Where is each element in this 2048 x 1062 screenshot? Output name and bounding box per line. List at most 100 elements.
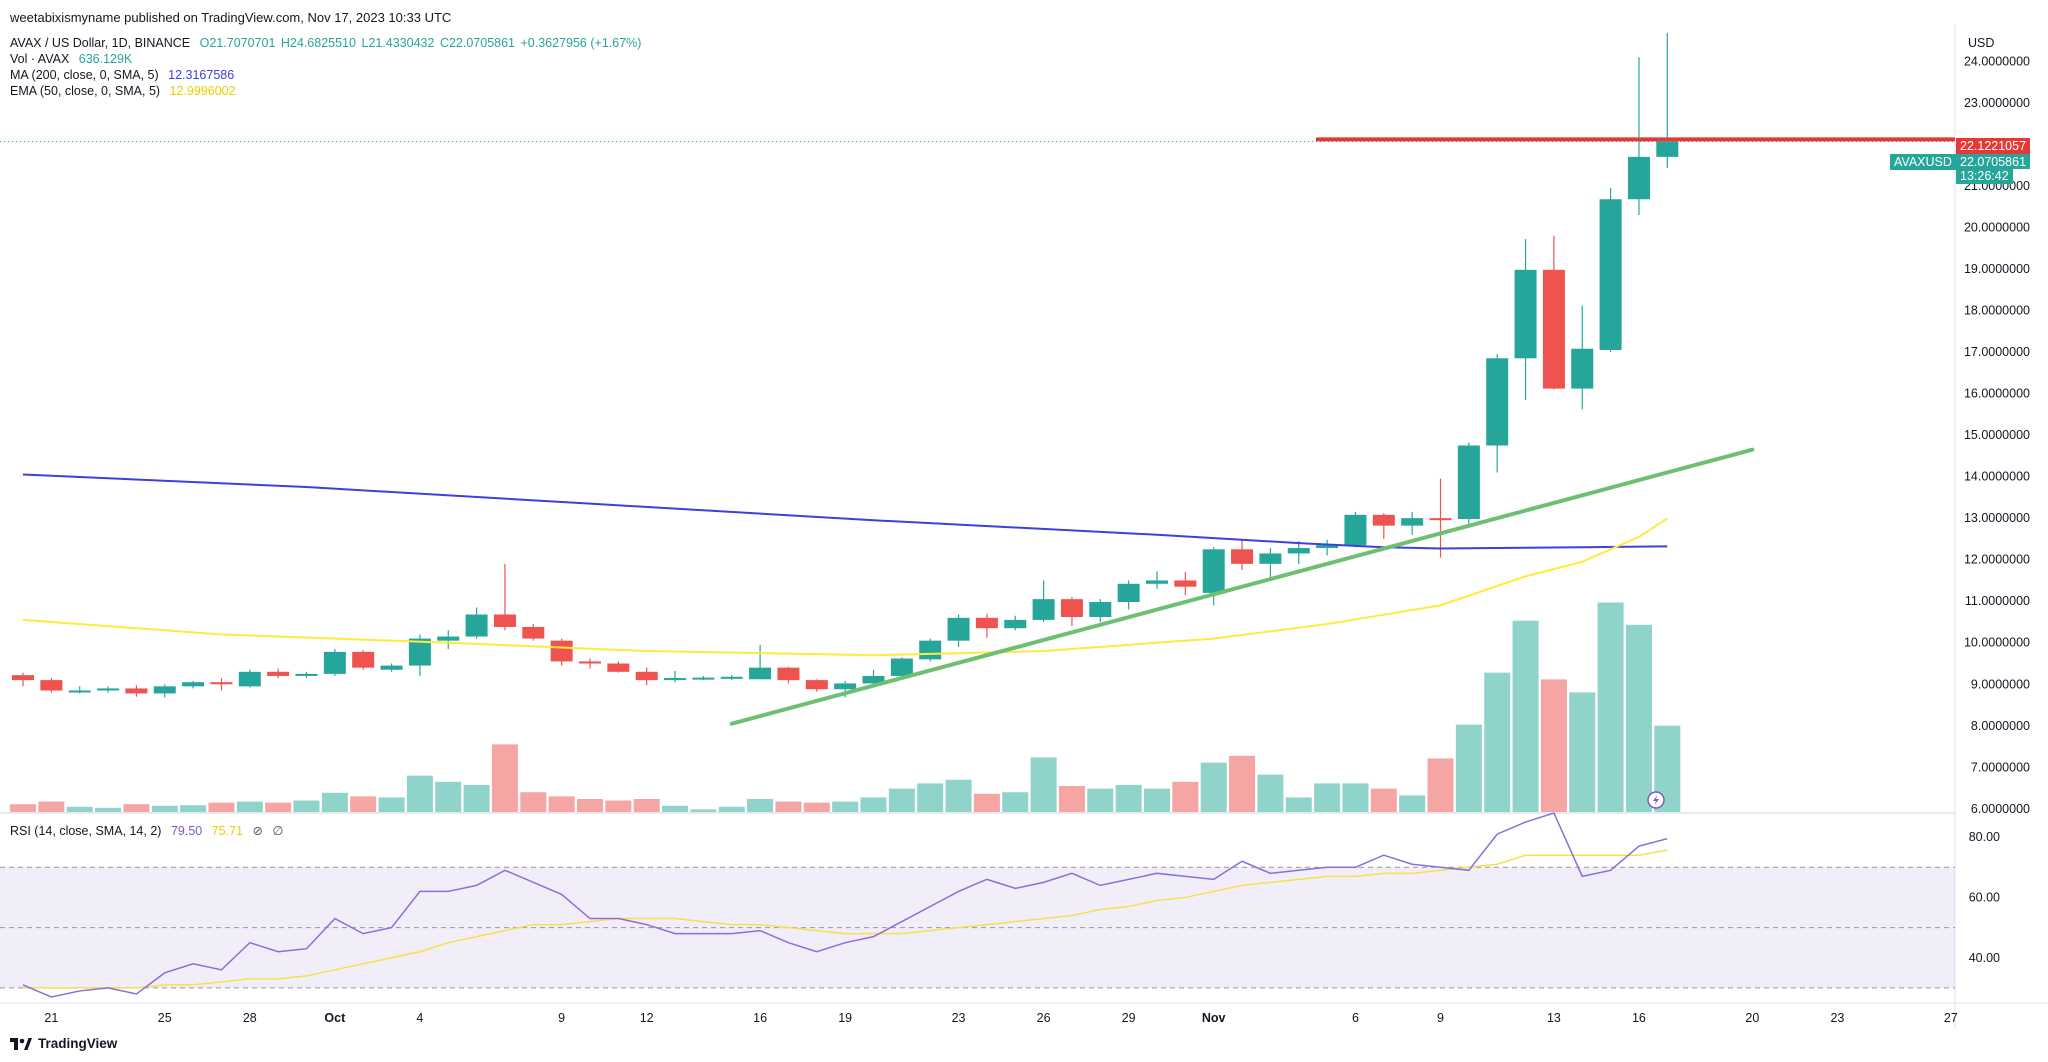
volume-bar [1625, 624, 1652, 812]
volume-bar [95, 807, 122, 812]
time-tick-label: 13 [1547, 1011, 1561, 1025]
price-tick-label: 24.0000000 [1964, 54, 2030, 68]
volume-bar [1399, 795, 1426, 812]
volume-bar [1427, 758, 1454, 812]
candle-body [493, 614, 516, 627]
volume-bar [1087, 788, 1114, 812]
time-tick-label: 19 [838, 1011, 852, 1025]
volume-bar [860, 797, 887, 812]
candle-body [947, 617, 970, 641]
volume-bar [293, 800, 320, 812]
ohlc-change: +0.3627956 (+1.67%) [520, 36, 642, 50]
symbol-legend[interactable]: AVAX / US Dollar, 1D, BINANCE O21.707070… [10, 36, 647, 50]
candle-body [890, 658, 913, 676]
time-tick-label: 29 [1122, 1011, 1136, 1025]
trend-line[interactable] [729, 447, 1755, 726]
ma200-label: MA (200, close, 0, SMA, 5) [10, 68, 159, 82]
ema50-value: 12.9996002 [169, 84, 236, 98]
ohlc-high: H24.6825510 [280, 36, 356, 50]
candle-body [1599, 199, 1622, 350]
time-tick-label: 25 [158, 1011, 172, 1025]
price-tick-label: 17.0000000 [1964, 345, 2030, 359]
volume-bar [1058, 786, 1085, 812]
candle-body [295, 673, 318, 676]
tradingview-logo[interactable]: TradingView [10, 1036, 117, 1051]
candle-body [805, 680, 828, 690]
candle-body [437, 636, 460, 641]
candle-body [1627, 156, 1650, 200]
ema50-legend[interactable]: EMA (50, close, 0, SMA, 5) 12.9996002 [10, 84, 242, 98]
candle-body [182, 682, 205, 687]
volume-bar [180, 805, 207, 812]
last-price-tag: 22.0705861 [1956, 154, 2031, 169]
candle-body [692, 677, 715, 680]
candle-body [749, 667, 772, 680]
ohlc-open: O21.7070701 [199, 36, 276, 50]
volume-bar [633, 799, 660, 812]
price-tick-label: 7.0000000 [1971, 760, 2030, 774]
time-tick-label: 27 [1944, 1011, 1958, 1025]
currency-label[interactable]: USD [1968, 36, 1995, 50]
candle-body [579, 661, 601, 664]
volume-bar [1144, 788, 1170, 812]
candle-body [465, 614, 488, 637]
time-tick-label: 6 [1352, 1011, 1359, 1025]
candle-body [664, 678, 687, 681]
volume-bar [265, 802, 292, 812]
volume-bar [803, 802, 830, 812]
ma200-line [22, 473, 1668, 550]
candle-body [1344, 514, 1367, 546]
time-tick-label: 23 [952, 1011, 966, 1025]
time-tick-label: 12 [640, 1011, 654, 1025]
candles [12, 33, 1679, 698]
volume-bar [520, 792, 547, 812]
ohlc-close: C22.0705861 [439, 36, 516, 50]
volume-bar [321, 792, 348, 812]
time-tick-label: 16 [1632, 1011, 1646, 1025]
lightning-icon[interactable] [1647, 791, 1665, 809]
price-tick-label: 13.0000000 [1964, 511, 2030, 525]
rsi-tick-label: 60.00 [1969, 890, 2000, 904]
volume-bar [1002, 792, 1029, 812]
price-tick-label: 20.0000000 [1964, 220, 2030, 234]
candle-body [834, 683, 857, 690]
hide-icon[interactable]: ∅ [272, 824, 284, 838]
ma200-legend[interactable]: MA (200, close, 0, SMA, 5) 12.3167586 [10, 68, 240, 82]
volume-bar [548, 796, 575, 812]
tradingview-icon [10, 1037, 32, 1050]
price-axis-ticks: 24.000000023.000000022.000000021.0000000… [1964, 54, 2030, 815]
price-tick-label: 9.0000000 [1971, 677, 2030, 691]
candle-body [40, 680, 63, 691]
candle-body [1656, 141, 1679, 157]
volume-bar [1597, 602, 1624, 812]
volume-bar [662, 805, 689, 812]
price-tick-label: 16.0000000 [1964, 387, 2030, 401]
candle-body [777, 667, 800, 681]
candle-body [1231, 549, 1254, 564]
visibility-icon[interactable]: ⊘ [252, 824, 263, 838]
volume-bar [1314, 783, 1341, 812]
volume-bar [577, 799, 603, 812]
volume-bar [236, 801, 263, 812]
time-tick-label: Oct [324, 1011, 346, 1025]
candle-body [125, 688, 148, 694]
symbol-tag: AVAXUSD [1890, 154, 1956, 170]
volume-bar [406, 775, 433, 812]
volume-bar [208, 802, 235, 812]
volume-bar [350, 796, 377, 812]
candle-body [550, 640, 573, 662]
volume-bar [747, 799, 774, 812]
time-axis-ticks: 21 25 28 Oct 4 9 12 16 19 23 26 29 Nov 6 9 13 16 20 23 27 [44, 1011, 1957, 1025]
rsi-ma-value: 75.71 [211, 824, 243, 838]
volume-bars [10, 602, 1681, 812]
candle-body [1146, 580, 1168, 584]
volume-legend[interactable]: Vol · AVAX 636.129K [10, 52, 138, 66]
price-tick-label: 14.0000000 [1964, 470, 2030, 484]
tradingview-wordmark: TradingView [38, 1036, 118, 1051]
rsi-legend[interactable]: RSI (14, close, SMA, 14, 2) 79.50 75.71 … [10, 823, 289, 838]
candle-body [238, 671, 261, 687]
volume-bar [463, 784, 490, 812]
volume-bar [1172, 781, 1199, 812]
volume-bar [1512, 620, 1539, 812]
